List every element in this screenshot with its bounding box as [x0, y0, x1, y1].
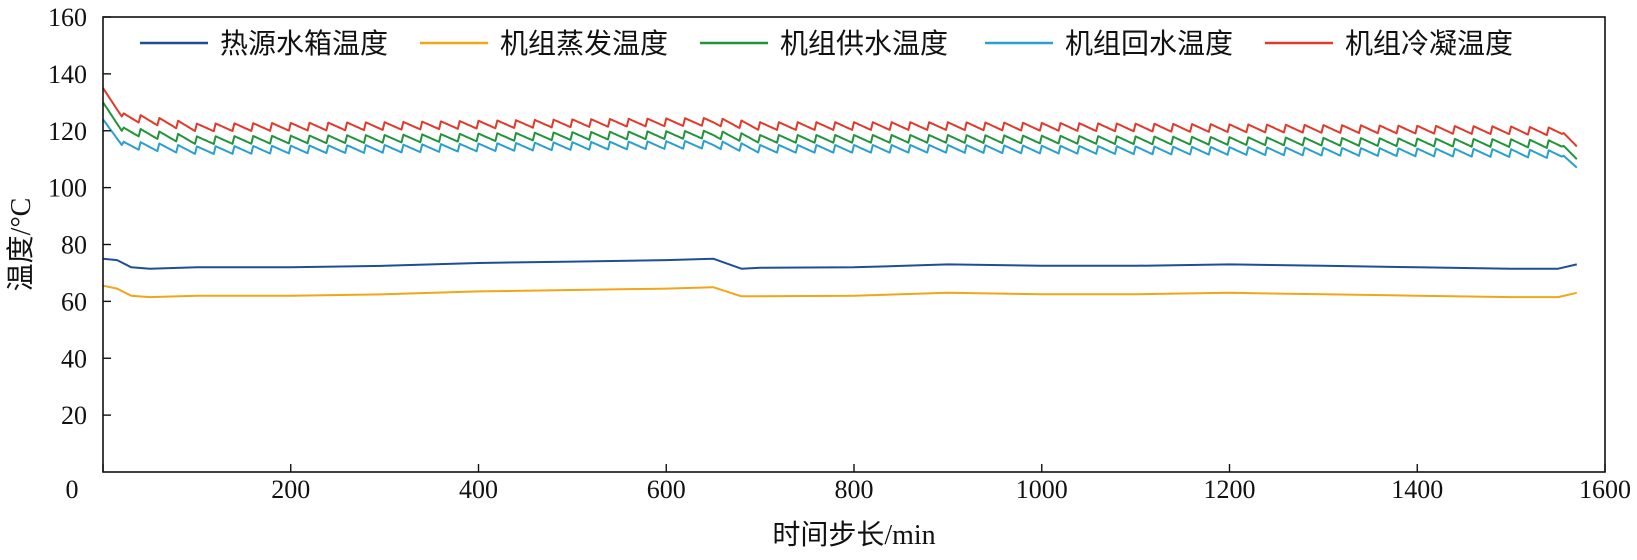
y-tick-label: 80: [61, 231, 87, 260]
y-tick-label: 100: [48, 174, 87, 203]
series-line-2: [102, 284, 1578, 299]
x-tick-label: 1000: [1016, 475, 1068, 504]
legend-label: 机组蒸发温度: [500, 28, 668, 60]
y-tick-label: 40: [61, 344, 87, 373]
x-tick-label: 1400: [1391, 475, 1443, 504]
y-tick-label: 20: [61, 401, 87, 430]
legend-entry-1: 热源水箱温度: [140, 28, 388, 60]
legend-label: 热源水箱温度: [220, 28, 388, 60]
legend-entry-3: 机组供水温度: [700, 28, 948, 60]
x-tick-label: 200: [271, 475, 310, 504]
x-tick-label: 800: [835, 475, 874, 504]
x-tick-label: 1600: [1579, 475, 1631, 504]
x-axis-title: 时间步长/min: [772, 519, 935, 551]
x-tick-label: 600: [647, 475, 686, 504]
legend-label: 机组回水温度: [1065, 28, 1233, 60]
series-layer: [102, 87, 1578, 299]
y-tick-label: 140: [48, 60, 87, 89]
y-tick-label: 60: [61, 287, 87, 316]
x-tick-label: 1200: [1204, 475, 1256, 504]
series-line-3: [102, 101, 1578, 160]
plot-frame: [102, 16, 1606, 473]
y-tick-label: 160: [48, 3, 87, 32]
legend-entry-4: 机组回水温度: [985, 28, 1233, 60]
origin-tick-label: 0: [66, 475, 79, 504]
legend-entry-2: 机组蒸发温度: [420, 28, 668, 60]
x-tick-label: 400: [459, 475, 498, 504]
series-line-1: [102, 257, 1578, 270]
legend-label: 机组冷凝温度: [1345, 28, 1513, 60]
legend: 热源水箱温度 机组蒸发温度 机组供水温度 机组回水温度 机组冷凝温度: [140, 28, 1513, 60]
y-tick-label: 120: [48, 117, 87, 146]
series-line-4: [102, 118, 1578, 169]
axis-layer: 200 400 600 800 1000 1200 1400 1600 0 20 40 60 80 100…: [48, 3, 1631, 504]
series-line-5: [102, 87, 1578, 148]
legend-label: 机组供水温度: [780, 28, 948, 60]
legend-entry-5: 机组冷凝温度: [1265, 28, 1513, 60]
y-axis-title: 温度/°C: [5, 198, 37, 292]
